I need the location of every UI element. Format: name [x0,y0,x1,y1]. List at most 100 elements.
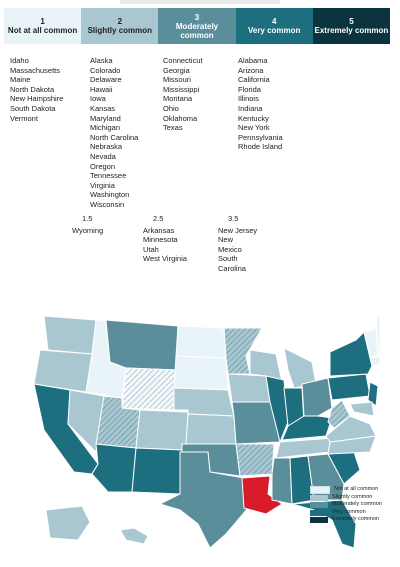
legend-swatch [310,502,328,509]
map-legend-row: Slightly common [310,494,382,501]
map-legend-label: Slightly common [332,494,373,500]
state-name: New [218,235,234,245]
state-name: Indiana [238,103,263,113]
map-legend-row: Not at all common [310,486,382,494]
state-name: Maine [10,75,31,85]
legend-cell-3: 3 Moderately common [158,8,236,44]
state-name: New Hampshire [10,94,64,104]
state-name: Kentucky [238,113,269,123]
state-name: Alabama [238,56,268,65]
state-name: South [218,254,238,264]
state-kansas [185,413,237,445]
state-name: Montana [163,94,193,104]
state-name: Missouri [163,75,191,85]
state-name: Nevada [90,151,116,161]
state-list-group-2: Alaska Colorado Delaware Hawaii Iowa Kansas Ma… [90,56,138,210]
state-louisiana [241,475,283,515]
state-list-group-3: Connecticut Georgia Missouri Mississippi Mon… [163,56,203,133]
state-new-jersey [367,381,379,407]
state-list-group-1: Idaho Massachusetts Maine North Dakota New H… [10,56,63,123]
state-name: Michigan [90,123,121,133]
group-score-label: 1.5 [82,214,93,223]
legend-label: Slightly common [87,26,153,35]
state-missouri [231,401,281,445]
legend-bar: 1 Not at all common 2 Slightly common 3 … [4,8,391,44]
state-name: North Carolina [90,132,139,142]
state-arizona [91,443,137,493]
state-arkansas [235,443,275,477]
state-name: North Dakota [10,84,55,94]
legend-swatch [310,486,330,494]
legend-swatch [310,494,328,501]
state-name: Connecticut [163,56,203,65]
state-name: Idaho [10,56,29,65]
state-maine [375,315,380,353]
map-legend-label: Not at all common [334,486,379,493]
map-legend: Not at all common Slightly common Modera… [310,486,382,524]
state-new-mexico [131,447,183,495]
state-name: Massachusetts [10,65,61,75]
state-name: Vermont [10,113,38,123]
state-hawaii [119,527,149,545]
state-maryland-delaware [349,401,375,417]
cropped-header [120,0,280,4]
state-pennsylvania [327,373,371,401]
legend-cell-1: 1 Not at all common [4,8,82,44]
state-name: Nebraska [90,142,123,152]
legend-num: 3 [194,12,200,22]
state-colorado [135,409,189,451]
state-north-dakota [175,325,227,359]
map-legend-label: Very common [332,508,366,515]
state-mississippi [271,457,293,505]
state-name: Washington [90,190,130,200]
map-legend-row: Moderately common [310,501,382,509]
state-ohio [301,377,333,417]
map-legend-label: Extremely common [332,516,380,523]
state-name: Wyoming [72,225,104,235]
state-name: South Dakota [10,103,56,113]
state-name: Texas [163,123,183,133]
state-list-group-2-5: 2.5 Arkansas Minnesota Utah West Virginia [143,214,187,264]
state-montana [105,319,179,371]
state-massachusetts [369,355,380,367]
state-name: Arizona [238,65,264,75]
state-name: New Jersey [218,225,258,235]
us-map [33,315,380,549]
state-name: Illinois [238,94,259,104]
state-name: Delaware [90,75,122,85]
state-name: Colorado [90,65,121,75]
legend-num: 1 [40,17,45,26]
legend-cell-4: 4 Very common [235,8,313,44]
state-west-virginia [327,399,351,429]
state-name: Arkansas [143,225,175,235]
state-nevada [67,389,105,454]
state-name: Wisconsin [90,199,125,209]
legend-swatch [310,516,328,523]
legend-label: Not at all common [7,26,78,35]
state-list-group-4: Alabama Arizona California Florida Illinois I… [238,56,283,152]
group-score-label: 3.5 [228,214,239,223]
legend-num: 2 [117,17,123,26]
state-washington [43,315,97,355]
legend-num: 5 [349,17,354,26]
map-legend-label: Moderately common [332,501,382,508]
state-name: Mississippi [163,84,200,94]
legend-label: Moderately common [175,21,219,40]
state-name: Iowa [90,94,106,104]
state-name: Ohio [163,103,179,113]
state-list-group-1-5: 1.5 Wyoming [72,214,103,235]
state-name: Maryland [90,113,121,123]
state-name: Mexico [218,244,242,254]
state-name: California [238,75,270,85]
state-name: Florida [238,84,261,94]
state-name: New York [238,123,270,133]
state-name: Kansas [90,103,116,113]
state-name: Georgia [163,65,190,75]
state-list-group-3-5: 3.5 New Jersey New Mexico South Carolina [218,214,257,274]
state-name: Alaska [90,56,113,65]
state-name: Utah [143,244,159,254]
state-name: Virginia [90,180,115,190]
state-illinois [265,375,289,444]
legend-num: 4 [271,17,277,26]
